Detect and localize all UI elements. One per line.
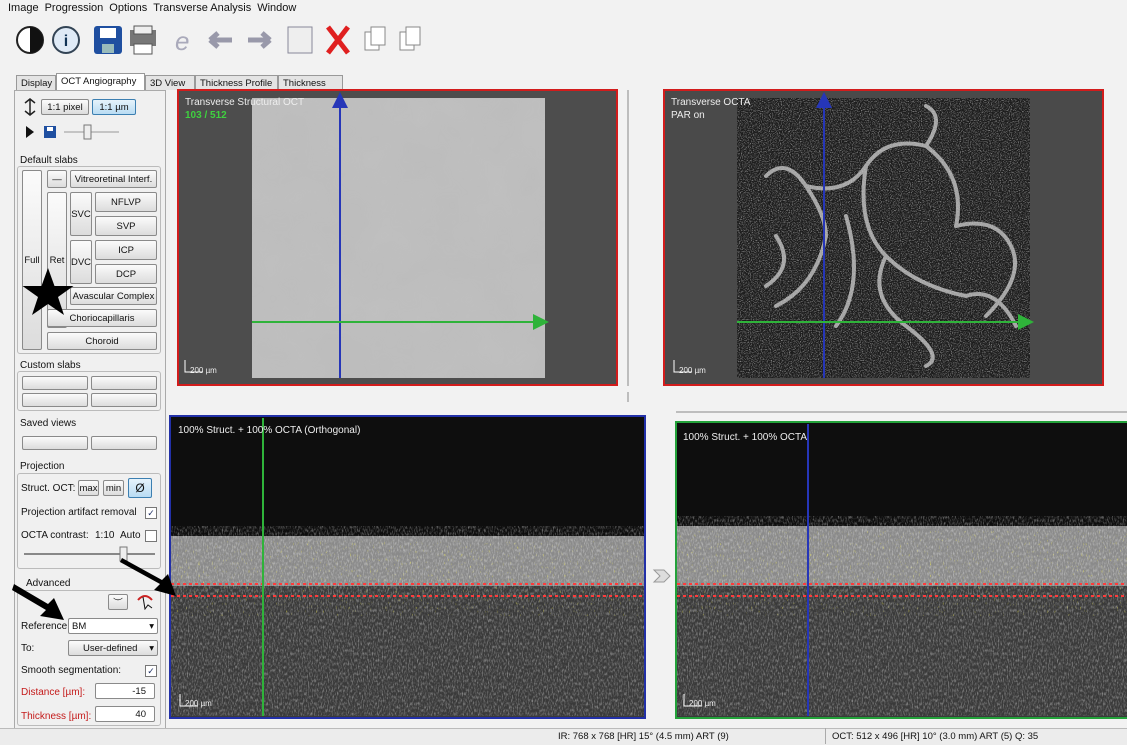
slab-button[interactable]: Vitreoretinal Interf.: [70, 170, 157, 188]
image-views: [166, 86, 1127, 726]
distance-input[interactable]: -15: [95, 683, 155, 699]
tab[interactable]: Display: [16, 75, 56, 90]
view-title: 100% Struct. + 100% OCTA (Orthogonal): [178, 425, 360, 436]
status-oct: OCT: 512 x 496 [HR] 10° (3.0 mm) ART (5)…: [832, 731, 1038, 742]
scale-bar-label: 200 µm: [689, 699, 716, 708]
thickness-input[interactable]: 40: [95, 706, 155, 722]
view-title: Transverse Structural OCT: [185, 97, 304, 108]
view-title: 100% Struct. + 100% OCTA: [683, 432, 807, 443]
dropdown-value: User-defined: [83, 643, 137, 654]
menu-item[interactable]: Transverse Analysis: [153, 2, 251, 16]
svg-text:e: e: [175, 26, 189, 56]
annotations: [0, 260, 200, 630]
checkbox[interactable]: ✓: [145, 665, 157, 677]
zoom-pixel-button[interactable]: 1:1 pixel: [41, 99, 89, 115]
menu-item[interactable]: Window: [257, 2, 296, 16]
playback-controls: [24, 124, 124, 140]
slab-button[interactable]: —: [47, 170, 67, 188]
label: To:: [21, 643, 34, 654]
status-ir: IR: 768 x 768 [HR] 15° (4.5 mm) ART (9): [558, 731, 729, 742]
scale-bar-label: 200 µm: [679, 366, 706, 375]
slab-button[interactable]: ICP: [95, 240, 157, 260]
to-dropdown[interactable]: User-defined ▾: [68, 640, 158, 656]
menu-bar: Image Progression Options Transverse Analys…: [8, 2, 296, 16]
svg-text:i: i: [64, 33, 68, 50]
scale-bar-label: 200 µm: [185, 699, 212, 708]
menu-item[interactable]: Image: [8, 2, 39, 16]
label: Thickness [µm]:: [21, 711, 91, 722]
section-title: Default slabs: [20, 155, 78, 166]
menu-item[interactable]: Options: [109, 2, 147, 16]
dropdown-arrow: ▾: [149, 643, 154, 654]
slab-button[interactable]: SVC: [70, 192, 92, 236]
toolbar: i e: [10, 22, 450, 64]
view-subtitle: PAR on: [671, 110, 705, 121]
menu-item[interactable]: Progression: [45, 2, 104, 16]
label: Distance [µm]:: [21, 687, 85, 698]
view-title: Transverse OCTA: [671, 97, 750, 108]
label: Smooth segmentation:: [21, 665, 121, 676]
slice-number: 103 / 512: [185, 110, 227, 121]
screen: Image Progression Options Transverse Analys…: [0, 0, 1127, 744]
slab-button[interactable]: NFLVP: [95, 192, 157, 212]
tab[interactable]: OCT Angiography: [56, 73, 145, 90]
zoom-um-button[interactable]: 1:1 µm: [92, 99, 136, 115]
status-divider: [825, 728, 826, 744]
slab-button[interactable]: SVP: [95, 216, 157, 236]
zoom-icon: [22, 98, 38, 116]
